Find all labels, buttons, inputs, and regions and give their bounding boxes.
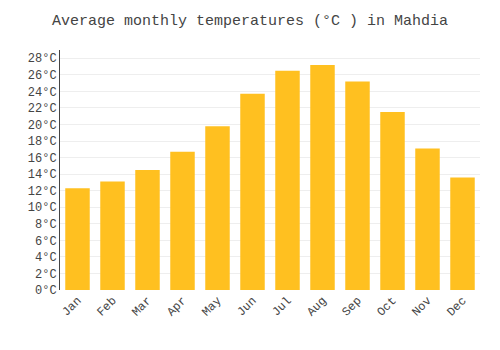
svg-text:Jun: Jun: [234, 294, 259, 319]
svg-text:Apr: Apr: [164, 294, 189, 319]
svg-text:Dec: Dec: [444, 294, 469, 319]
svg-text:12°C: 12°C: [28, 185, 57, 199]
svg-text:Aug: Aug: [304, 294, 329, 319]
svg-text:Nov: Nov: [409, 294, 434, 319]
svg-text:May: May: [199, 294, 224, 319]
svg-text:26°C: 26°C: [28, 69, 57, 83]
svg-text:Feb: Feb: [94, 294, 119, 319]
svg-text:Average monthly temperatures (: Average monthly temperatures (°C ) in Ma…: [52, 13, 448, 30]
svg-text:Mar: Mar: [129, 294, 154, 319]
svg-text:Jul: Jul: [269, 294, 294, 319]
svg-text:16°C: 16°C: [28, 152, 57, 166]
svg-text:Sep: Sep: [339, 294, 364, 319]
svg-text:22°C: 22°C: [28, 102, 57, 116]
svg-text:4°C: 4°C: [35, 251, 57, 265]
svg-text:14°C: 14°C: [28, 168, 57, 182]
svg-text:0°C: 0°C: [35, 284, 57, 298]
svg-text:Oct: Oct: [374, 294, 399, 319]
svg-text:20°C: 20°C: [28, 119, 57, 133]
svg-text:24°C: 24°C: [28, 86, 57, 100]
svg-text:Jan: Jan: [59, 294, 84, 319]
svg-text:8°C: 8°C: [35, 218, 57, 232]
svg-text:10°C: 10°C: [28, 201, 57, 215]
svg-text:2°C: 2°C: [35, 268, 57, 282]
svg-text:6°C: 6°C: [35, 235, 57, 249]
svg-text:28°C: 28°C: [28, 52, 57, 66]
svg-text:18°C: 18°C: [28, 135, 57, 149]
